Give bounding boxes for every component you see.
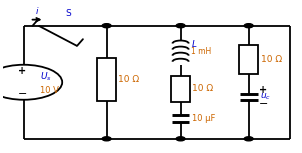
Circle shape <box>102 24 111 28</box>
Text: 10 Ω: 10 Ω <box>192 84 214 93</box>
Bar <box>239 45 258 74</box>
Text: 10 μF: 10 μF <box>192 114 216 123</box>
Text: 10 V: 10 V <box>40 86 59 95</box>
Text: $U_s$: $U_s$ <box>40 71 52 83</box>
Text: −: − <box>259 99 268 109</box>
Circle shape <box>244 24 253 28</box>
Text: $L$: $L$ <box>191 38 198 49</box>
Text: −: − <box>18 89 27 99</box>
Circle shape <box>176 137 185 141</box>
Circle shape <box>244 137 253 141</box>
Text: 1 mH: 1 mH <box>191 47 211 56</box>
Bar <box>171 76 190 103</box>
Text: 10 Ω: 10 Ω <box>261 55 282 64</box>
Text: $u_c$: $u_c$ <box>260 91 271 102</box>
Circle shape <box>176 24 185 28</box>
Text: S: S <box>65 9 71 18</box>
Bar <box>97 58 116 101</box>
Text: 10 Ω: 10 Ω <box>118 75 140 84</box>
Circle shape <box>102 137 111 141</box>
Text: +: + <box>18 67 26 76</box>
Text: +: + <box>259 85 267 95</box>
Text: $i$: $i$ <box>35 5 39 16</box>
